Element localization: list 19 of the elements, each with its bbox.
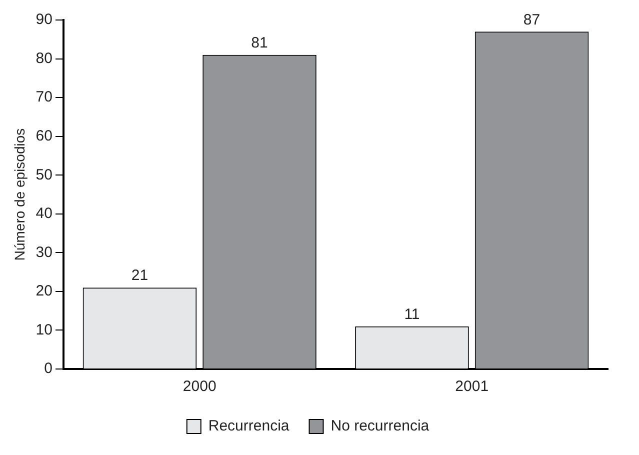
x-tick-label: 2001 (455, 378, 489, 396)
y-tick-label: 20 (36, 282, 52, 300)
y-tick-label: 0 (44, 360, 52, 378)
data-label: 11 (404, 306, 420, 323)
y-tick-label: 40 (36, 205, 52, 222)
data-label: 87 (523, 11, 540, 28)
y-tick-label: 90 (36, 11, 52, 28)
data-label: 81 (251, 34, 268, 52)
y-axis-title: Número de episodios (11, 128, 28, 261)
x-tick-label: 2000 (182, 378, 216, 396)
legend-label: No recurrencia (330, 418, 430, 435)
y-tick-label: 60 (36, 127, 52, 144)
y-tick-label: 70 (36, 88, 52, 106)
y-tick-label: 50 (36, 166, 52, 184)
data-label: 21 (131, 267, 148, 284)
y-tick-label: 80 (36, 50, 52, 67)
legend-label: Recurrencia (208, 418, 290, 435)
y-tick-label: 10 (36, 321, 52, 338)
y-tick-label: 30 (36, 244, 52, 261)
